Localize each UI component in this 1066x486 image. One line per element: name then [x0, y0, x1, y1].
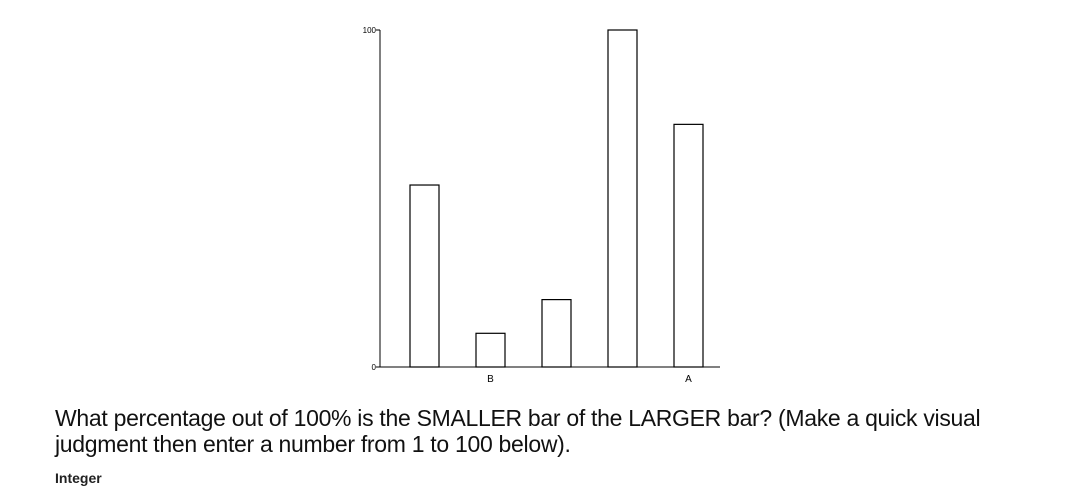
answer-type-label: Integer [55, 470, 102, 486]
y-tick-label: 100 [363, 26, 377, 35]
y-axis-ticks: 0 100 [363, 26, 380, 372]
category-label-b: B [487, 374, 494, 385]
bars [409, 29, 704, 368]
bar-3 [541, 299, 572, 368]
bar-1 [409, 184, 440, 368]
question-text: What percentage out of 100% is the SMALL… [55, 405, 981, 457]
bar-4 [607, 29, 638, 368]
bar-5 [673, 123, 704, 368]
y-tick-label: 0 [372, 363, 377, 372]
category-label-a: A [685, 374, 692, 385]
bar-2 [475, 332, 506, 368]
